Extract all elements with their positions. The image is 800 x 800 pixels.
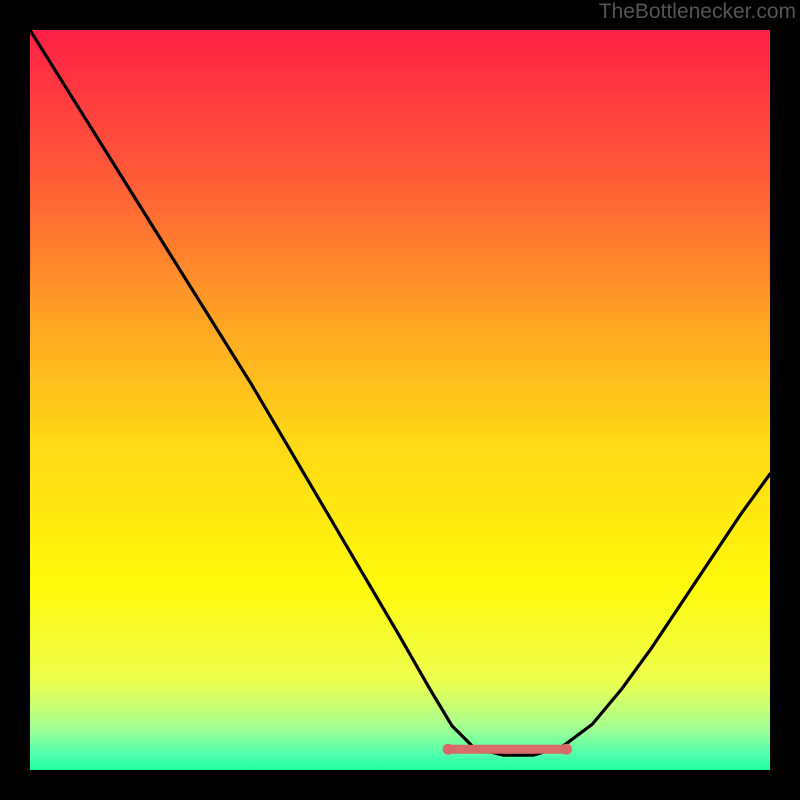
watermark-text: TheBottlenecker.com (599, 0, 800, 24)
plot-svg (30, 30, 770, 770)
bottleneck-curve (30, 30, 770, 755)
chart-frame: TheBottlenecker.com (0, 0, 800, 800)
optimal-band-highlight (443, 744, 572, 755)
plot-area (30, 30, 770, 770)
gradient-background (30, 30, 770, 770)
